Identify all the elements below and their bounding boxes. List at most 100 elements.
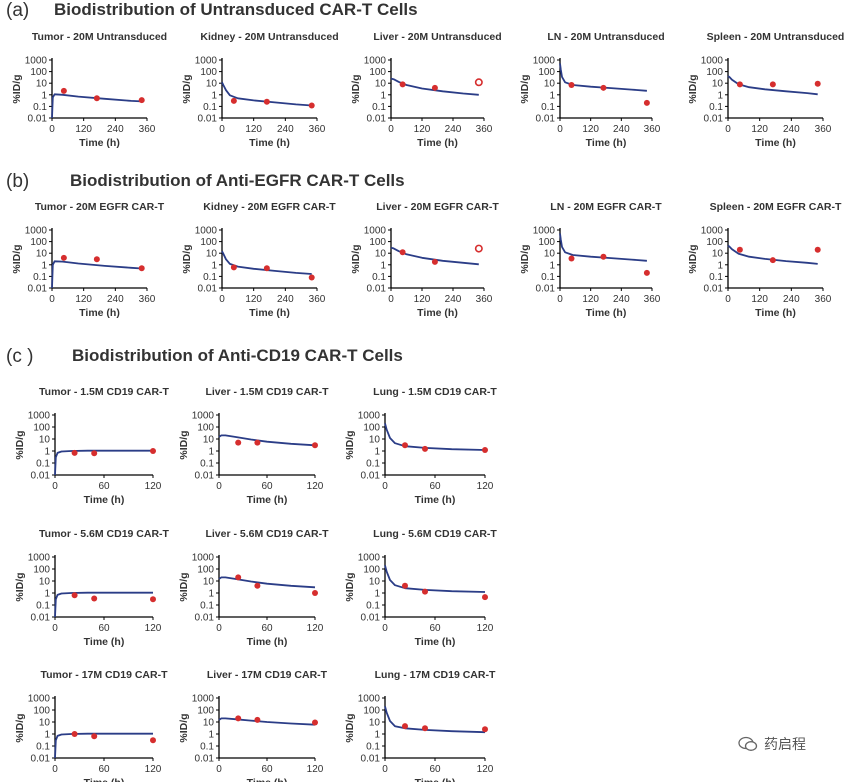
chart-1-xtick-label-1: 120 — [245, 124, 262, 135]
chart-11-ytick-label-1: 100 — [197, 423, 214, 434]
chart-13-point-2 — [150, 596, 156, 603]
chart-4-ytick-label-3: 1 — [717, 90, 723, 101]
chart-1-ytick-label-2: 10 — [206, 79, 218, 90]
chart-10-ylabel: %ID/g — [14, 430, 26, 459]
section-b-letter: (b) — [6, 171, 30, 192]
chart-13-point-0 — [71, 592, 78, 599]
chart-2-xtick-label-1: 120 — [414, 124, 431, 135]
chart-17-ytick-label-0: 1000 — [192, 694, 215, 705]
chart-7-ytick-label-5: 0.01 — [367, 284, 387, 295]
chart-5-point-2 — [138, 265, 145, 272]
chart-14-ytick-label-3: 1 — [208, 589, 214, 600]
chart-4-ytick-label-5: 0.01 — [704, 114, 724, 125]
chart-9-ytick-label-2: 10 — [712, 249, 724, 260]
chart-14-point-0 — [235, 574, 242, 581]
chart-0-ytick-label-4: 0.1 — [33, 102, 47, 113]
chart-3-ytick-label-3: 1 — [549, 90, 555, 101]
chart-13-xtick-label-2: 120 — [145, 623, 162, 634]
chart-5-point-1 — [93, 256, 100, 263]
chart-18-xtick-label-0: 0 — [382, 764, 388, 775]
chart-13-model-line — [54, 591, 153, 618]
chart-7-xlabel: Time (h) — [417, 307, 458, 319]
chart-17-ytick-label-5: 0.01 — [195, 754, 215, 765]
chart-8-xtick-label-0: 0 — [557, 294, 563, 305]
chart-9-xtick-label-2: 240 — [783, 294, 800, 305]
chart-0-xtick-label-0: 0 — [49, 124, 55, 135]
chart-11-model-line — [218, 434, 316, 447]
chart-3-ytick-label-4: 0.1 — [541, 102, 555, 113]
chart-16-xlabel: Time (h) — [84, 777, 125, 782]
chart-16-xtick-label-2: 120 — [145, 764, 162, 775]
chart-2-xtick-label-3: 360 — [476, 124, 493, 135]
chart-14-ytick-label-0: 1000 — [192, 553, 215, 564]
chart-16-point-1 — [91, 733, 98, 740]
chart-11-point-1 — [254, 439, 261, 446]
chart-0-point-0 — [60, 87, 67, 94]
chart-9-xtick-label-0: 0 — [725, 294, 731, 305]
chart-18-title: Lung - 17M CD19 CAR-T — [375, 669, 496, 681]
chart-16-ytick-label-1: 100 — [33, 706, 50, 717]
chart-14-ytick-label-5: 0.01 — [195, 613, 215, 624]
chart-1-ytick-label-3: 1 — [211, 90, 217, 101]
chart-1-point-2 — [308, 102, 315, 109]
chart-7-point-0 — [399, 249, 406, 256]
chart-6-ytick-label-0: 1000 — [195, 226, 218, 237]
chart-15-point-2 — [482, 594, 488, 601]
chart-15-point-1 — [422, 588, 428, 595]
chart-2-ytick-label-4: 0.1 — [372, 102, 386, 113]
chart-0-xtick-label-2: 240 — [107, 124, 124, 135]
chart-18-ytick-label-1: 100 — [363, 706, 380, 717]
chart-13-ytick-label-5: 0.01 — [31, 613, 51, 624]
chart-14-model-line — [218, 576, 316, 589]
chart-12-ytick-label-1: 100 — [363, 423, 380, 434]
chart-8-ytick-label-0: 1000 — [533, 226, 556, 237]
chart-10-point-0 — [71, 449, 78, 456]
chart-5-ytick-label-0: 1000 — [25, 226, 48, 237]
chart-14-xlabel: Time (h) — [247, 636, 288, 648]
chart-18-ylabel: %ID/g — [344, 713, 356, 742]
chart-9-xtick-label-1: 120 — [751, 294, 768, 305]
chart-10-xlabel: Time (h) — [84, 494, 125, 506]
chart-3-xtick-label-1: 120 — [582, 124, 599, 135]
chart-11-ytick-label-5: 0.01 — [195, 471, 215, 482]
chart-12-title: Lung - 1.5M CD19 CAR-T — [373, 386, 497, 398]
chart-7-open-point-0 — [474, 244, 483, 253]
chart-2-ytick-label-0: 1000 — [364, 56, 387, 67]
chart-5-model-line — [51, 260, 142, 289]
chart-17-point-1 — [254, 716, 261, 723]
chart-4-xtick-label-1: 120 — [751, 124, 768, 135]
chart-13-xtick-label-0: 0 — [52, 623, 58, 634]
chart-9-ytick-label-5: 0.01 — [704, 284, 724, 295]
chart-0-ylabel: %ID/g — [11, 74, 23, 103]
chart-4-point-0 — [736, 81, 743, 88]
chart-15-point-0 — [402, 582, 408, 589]
chart-11-xtick-label-2: 120 — [307, 481, 324, 492]
chart-15-xlabel: Time (h) — [415, 636, 456, 648]
chart-2-xtick-label-2: 240 — [445, 124, 462, 135]
chart-2-xtick-label-0: 0 — [388, 124, 394, 135]
chart-6-point-2 — [308, 274, 315, 281]
chart-4-title: Spleen - 20M Untransduced — [707, 31, 845, 43]
chart-9-title: Spleen - 20M EGFR CAR-T — [710, 201, 842, 213]
chart-5-xtick-label-0: 0 — [49, 294, 55, 305]
chart-0-ytick-label-0: 1000 — [25, 56, 48, 67]
chart-8-title: LN - 20M EGFR CAR-T — [550, 201, 662, 213]
chart-12-point-0 — [402, 442, 408, 449]
chart-10-title: Tumor - 1.5M CD19 CAR-T — [39, 386, 169, 398]
chart-4-ytick-label-1: 100 — [706, 67, 723, 78]
chart-6-xtick-label-2: 240 — [277, 294, 294, 305]
chart-3-title: LN - 20M Untransduced — [547, 31, 664, 43]
chart-6-ylabel: %ID/g — [181, 244, 193, 273]
chart-17-xtick-label-0: 0 — [216, 764, 222, 775]
chart-5-ytick-label-1: 100 — [30, 237, 47, 248]
chart-9-ytick-label-0: 1000 — [701, 226, 724, 237]
chart-2-point-1 — [431, 84, 438, 91]
chart-1-point-1 — [263, 98, 270, 105]
chart-15-xtick-label-1: 60 — [429, 623, 441, 634]
chart-6-title: Kidney - 20M EGFR CAR-T — [203, 201, 336, 213]
chart-13-title: Tumor - 5.6M CD19 CAR-T — [39, 528, 169, 540]
chart-3-xtick-label-3: 360 — [644, 124, 661, 135]
chart-10-point-1 — [91, 450, 98, 457]
chart-5-xtick-label-2: 240 — [107, 294, 124, 305]
chart-7-ytick-label-1: 100 — [369, 237, 386, 248]
